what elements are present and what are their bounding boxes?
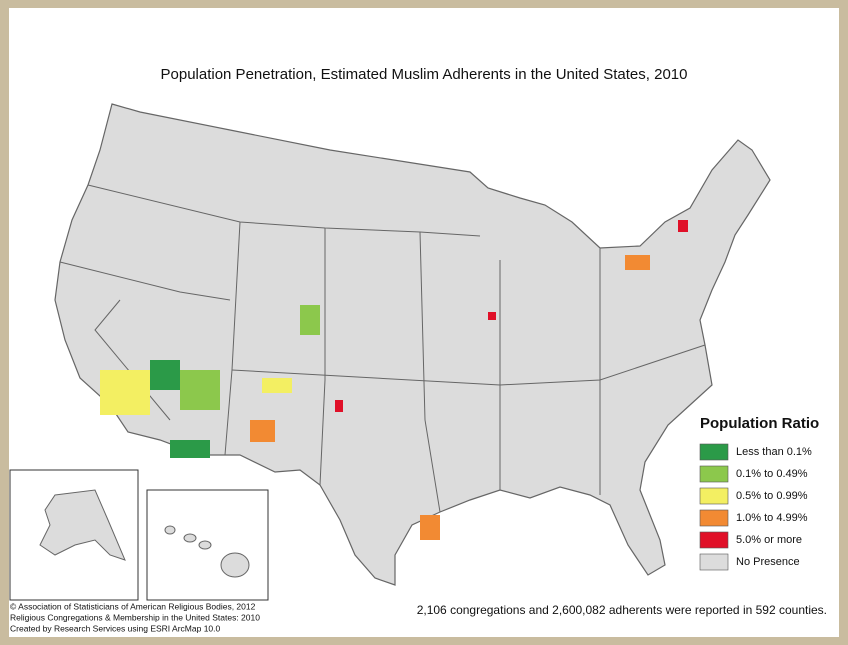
us-outline: [54, 103, 771, 586]
legend-swatch: [699, 465, 729, 483]
credit-line: Religious Congregations & Membership in …: [10, 612, 260, 622]
legend-swatch: [699, 553, 729, 571]
county-patch: [262, 378, 292, 393]
county-patch: [678, 220, 688, 232]
legend: Less than 0.1% 0.1% to 0.49% 0.5% to 0.99%…: [699, 443, 812, 571]
county-patch: [488, 312, 496, 320]
legend-swatch: [699, 443, 729, 461]
county-patch: [180, 370, 220, 410]
county-patch: [100, 370, 150, 415]
state-lines: [59, 184, 706, 513]
county-patch: [335, 400, 343, 412]
county-highlights: [100, 220, 688, 540]
county-patch: [420, 515, 440, 540]
alaska-shape: [39, 489, 126, 561]
county-patch: [625, 255, 650, 270]
credits: © Association of Statisticians of Americ…: [10, 601, 260, 633]
footnote: 2,106 congregations and 2,600,082 adhere…: [417, 603, 827, 617]
legend-swatch: [699, 487, 729, 505]
legend-label: No Presence: [736, 556, 800, 568]
county-patch: [300, 305, 320, 335]
legend-label: 1.0% to 4.99%: [736, 512, 808, 524]
legend-label: 0.1% to 0.49%: [736, 468, 808, 480]
legend-swatch: [699, 531, 729, 549]
county-patch: [150, 360, 180, 390]
county-patch: [170, 440, 210, 458]
legend-title: Population Ratio: [700, 415, 819, 432]
legend-swatch: [699, 509, 729, 527]
legend-label: Less than 0.1%: [736, 446, 812, 458]
legend-label: 0.5% to 0.99%: [736, 490, 808, 502]
credit-line: Created by Research Services using ESRI …: [10, 623, 221, 633]
map-title: Population Penetration, Estimated Muslim…: [161, 66, 688, 83]
legend-label: 5.0% or more: [736, 534, 802, 546]
hawaii-shape: [164, 525, 250, 578]
county-patch: [250, 420, 275, 442]
credit-line: © Association of Statisticians of Americ…: [10, 601, 256, 611]
